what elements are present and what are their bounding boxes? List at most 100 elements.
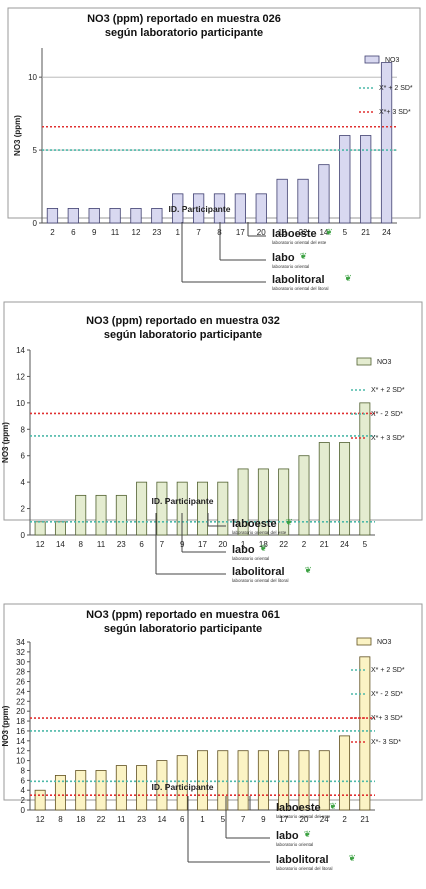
bar <box>276 178 288 224</box>
bar <box>34 521 46 536</box>
x-tick-label: 18 <box>259 540 268 549</box>
lab-logo-leaf-icon: ❦ <box>304 829 312 839</box>
bar <box>46 208 59 224</box>
x-tick-label: 11 <box>97 540 106 549</box>
bar <box>234 193 247 224</box>
x-tick-label: 2 <box>302 540 307 549</box>
lab-logo-leaf-icon: ❦ <box>325 227 333 237</box>
y-tick-label: 14 <box>16 737 25 746</box>
bar <box>318 164 330 224</box>
lab-logo-laboeste: laboeste ❦ laboratorio oriental del este <box>272 227 333 245</box>
x-tick-label: 9 <box>92 228 97 237</box>
bar <box>109 208 121 224</box>
bar <box>380 62 393 224</box>
y-tick-label: 8 <box>21 425 26 434</box>
lab-logo-laboeste: laboeste ❦ laboratorio oriental del este <box>276 801 337 819</box>
y-tick-label: 2 <box>21 505 26 514</box>
x-tick-label: 22 <box>97 815 106 824</box>
y-tick-label: 4 <box>21 478 26 487</box>
bar <box>34 789 46 811</box>
bar <box>278 468 290 536</box>
chart-026-svg: NO3 (ppm) reportado en muestra 026 según … <box>7 7 421 291</box>
bar <box>217 481 229 536</box>
bar <box>339 135 351 224</box>
lab-logo-laboeste: laboeste ❦ laboratorio oriental del este <box>232 517 293 535</box>
y-tick-label: 26 <box>16 678 25 687</box>
bar <box>197 750 208 811</box>
chart-title: NO3 (ppm) reportado en muestra 061 <box>86 609 280 621</box>
bar <box>237 468 249 536</box>
y-tick-label: 12 <box>16 372 25 381</box>
bar <box>278 750 290 811</box>
chart-frame <box>7 7 421 219</box>
x-tick-label: 7 <box>160 540 165 549</box>
lab-logo-leaf-icon: ❦ <box>348 853 356 863</box>
bar <box>136 481 148 536</box>
lab-logo-labo: labo ❦ laboratorio oriental <box>276 829 313 847</box>
bar <box>172 193 184 224</box>
bar <box>298 455 310 536</box>
x-tick-label: 21 <box>360 815 369 824</box>
x-axis-label: ID. Participante <box>152 496 214 506</box>
bar <box>197 481 208 536</box>
lab-logo-text: labo <box>232 544 255 556</box>
y-tick-label: 34 <box>16 638 25 647</box>
bar <box>67 208 79 224</box>
y-tick-label: 18 <box>16 717 25 726</box>
x-tick-label: 8 <box>58 815 63 824</box>
x-tick-label: 23 <box>152 228 161 237</box>
bar <box>318 750 330 811</box>
x-tick-label: 17 <box>279 815 288 824</box>
lab-logo-labo: labo ❦ laboratorio oriental <box>232 543 269 561</box>
lab-logo-leaf-icon: ❦ <box>300 251 308 261</box>
lab-logo-text: labo <box>272 252 295 264</box>
bar <box>115 494 127 536</box>
bar <box>176 755 188 811</box>
lab-logo-subtitle: laboratorio oriental del este <box>232 530 287 535</box>
y-tick-label: 16 <box>16 727 25 736</box>
lab-logo-subtitle: laboratorio oriental <box>276 842 313 847</box>
chart-panel-061: NO3 (ppm) reportado en muestra 061 según … <box>0 600 426 884</box>
legend-label: X* + 2 SD* <box>371 667 405 674</box>
x-tick-label: 14 <box>157 815 166 824</box>
x-tick-label: 12 <box>36 815 45 824</box>
bar <box>339 442 351 536</box>
y-tick-label: 32 <box>16 648 25 657</box>
y-tick-label: 0 <box>21 806 26 815</box>
bar <box>136 765 148 811</box>
chart-panel-026: NO3 (ppm) reportado en muestra 026 según … <box>0 0 426 291</box>
bar <box>255 193 267 224</box>
x-tick-label: 2 <box>50 228 55 237</box>
x-tick-label: 7 <box>196 228 201 237</box>
lab-logo-subtitle: laboratorio oriental del este <box>276 814 331 819</box>
chart-panel-032: NO3 (ppm) reportado en muestra 032 según … <box>0 298 426 588</box>
chart-032-svg: NO3 (ppm) reportado en muestra 032 según … <box>1 301 423 583</box>
legend-label: NO3 <box>377 359 392 366</box>
legend-swatch <box>356 357 372 366</box>
lab-logo-leaf-icon: ❦ <box>329 801 337 811</box>
y-axis-label: NO3 (ppm) <box>13 115 22 156</box>
y-axis-label: NO3 (ppm) <box>1 705 10 746</box>
bar <box>360 135 372 224</box>
legend-label: X* - 2 SD* <box>371 411 403 418</box>
legend-label: NO3 <box>385 57 400 64</box>
legend-swatch <box>364 55 380 64</box>
legend-swatch <box>356 637 372 646</box>
bar <box>75 770 87 811</box>
y-tick-label: 12 <box>16 747 25 756</box>
lab-logo-labolitoral: labolitoral ❦ laboratorio oriental del lit… <box>276 853 356 871</box>
x-tick-label: 23 <box>117 540 126 549</box>
chart-subtitle: según laboratorio participante <box>105 27 263 39</box>
legend-label: X* - 2 SD* <box>371 691 403 698</box>
lab-logo-subtitle: laboratorio oriental del litoral <box>272 286 329 290</box>
x-tick-label: 6 <box>71 228 76 237</box>
lab-logo-leaf-icon: ❦ <box>304 565 312 575</box>
x-tick-label: 12 <box>132 228 141 237</box>
x-tick-label: 20 <box>218 540 227 549</box>
lab-logo-text: laboeste <box>276 802 321 814</box>
y-tick-label: 24 <box>16 687 25 696</box>
x-tick-label: 1 <box>176 228 181 237</box>
x-tick-label: 17 <box>198 540 207 549</box>
lab-logo-text: labolitoral <box>232 566 285 578</box>
y-tick-label: 8 <box>21 766 26 775</box>
